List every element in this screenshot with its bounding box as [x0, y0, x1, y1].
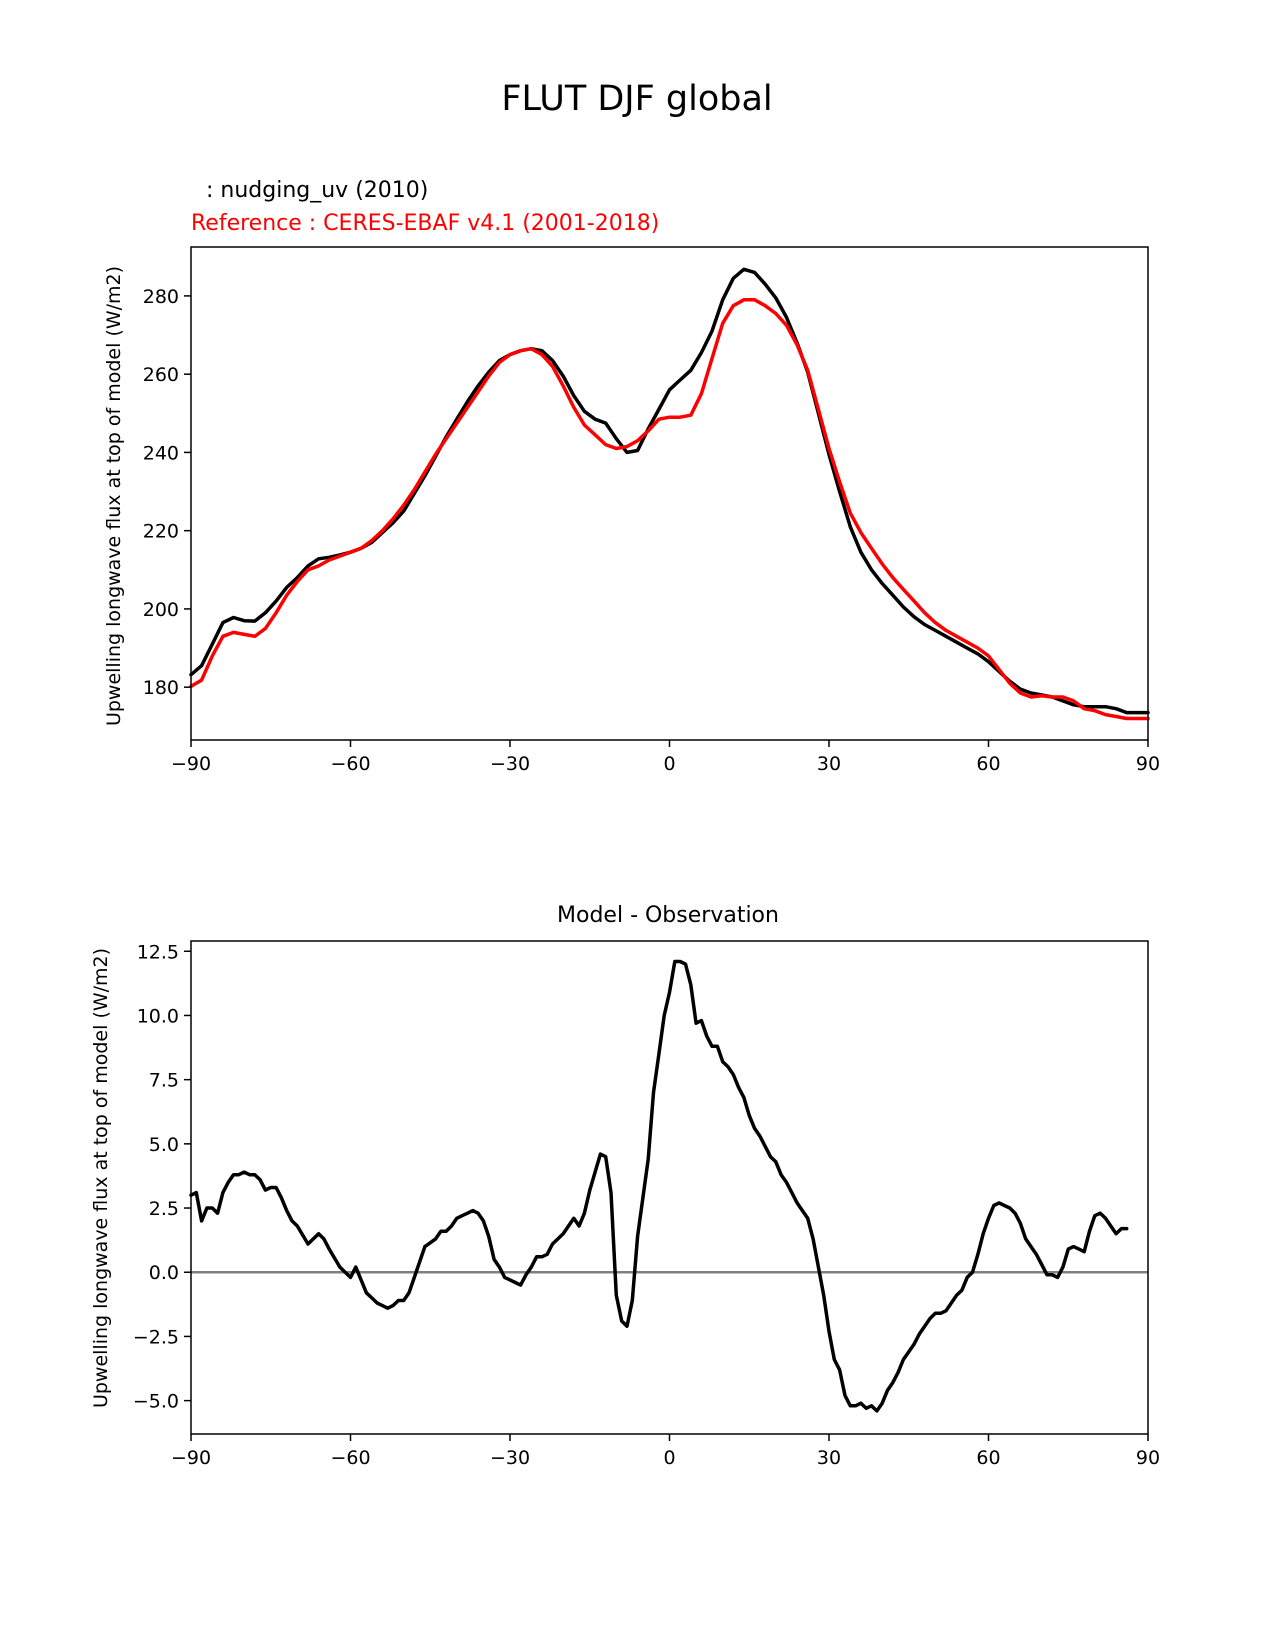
- y-tick-label: 200: [143, 599, 179, 621]
- top-plot-area: −90 −60 −30 0 30 60 90 180 200 220 240 260 280: [143, 246, 1160, 775]
- top-panel: : nudging_uv (2010) Reference : CERES-EB…: [103, 178, 1160, 775]
- y-tick-label: 2.5: [149, 1198, 179, 1220]
- y-tick-label: −5.0: [133, 1391, 179, 1413]
- bottom-panel: Model - Observation Upwelling longwave f…: [90, 903, 1160, 1469]
- y-tick-label: 5.0: [149, 1134, 179, 1156]
- y-tick-label: 220: [143, 521, 179, 543]
- x-tick-label: 60: [976, 753, 1000, 775]
- figure-title: FLUT DJF global: [501, 79, 772, 119]
- top-panel-ylabel: Upwelling longwave flux at top of model …: [103, 266, 125, 726]
- y-tick-label: 7.5: [149, 1070, 179, 1092]
- bottom-plot-area: −90 −60 −30 0 30 60 90 −5.0 −2.5 0.0 2.5 5.0 7.5 10.0…: [133, 940, 1160, 1469]
- x-tick-label: −90: [171, 1447, 211, 1469]
- x-tick-label: −30: [490, 753, 530, 775]
- y-tick-label: 180: [143, 677, 179, 699]
- y-tick-label: 260: [143, 364, 179, 386]
- y-tick-label: 240: [143, 442, 179, 464]
- x-tick-label: 60: [976, 1447, 1000, 1469]
- x-tick-label: −60: [330, 753, 370, 775]
- y-tick-label: −2.5: [133, 1326, 179, 1348]
- x-tick-label: 90: [1136, 1447, 1160, 1469]
- y-tick-label: 0.0: [149, 1262, 179, 1284]
- top-panel-reference-title: Reference : CERES-EBAF v4.1 (2001-2018): [191, 211, 659, 236]
- x-tick-label: −90: [171, 753, 211, 775]
- plot-frame: [190, 940, 1149, 1435]
- bottom-panel-ylabel: Upwelling longwave flux at top of model …: [90, 948, 112, 1408]
- y-tick-label: 10.0: [137, 1005, 179, 1027]
- series-line-1: [189, 298, 1150, 721]
- y-tick-label: 280: [143, 286, 179, 308]
- series-line-0: [189, 267, 1150, 715]
- x-tick-label: 0: [663, 1447, 675, 1469]
- x-tick-label: 90: [1136, 753, 1160, 775]
- top-panel-model-title: : nudging_uv (2010): [206, 178, 428, 203]
- bottom-panel-title: Model - Observation: [557, 903, 779, 928]
- x-tick-label: 0: [663, 753, 675, 775]
- x-tick-label: −30: [490, 1447, 530, 1469]
- y-tick-label: 12.5: [137, 941, 179, 963]
- x-tick-label: 30: [817, 753, 841, 775]
- plot-frame: [190, 246, 1149, 741]
- x-tick-label: −60: [330, 1447, 370, 1469]
- series-line-0: [189, 959, 1129, 1413]
- x-tick-label: 30: [817, 1447, 841, 1469]
